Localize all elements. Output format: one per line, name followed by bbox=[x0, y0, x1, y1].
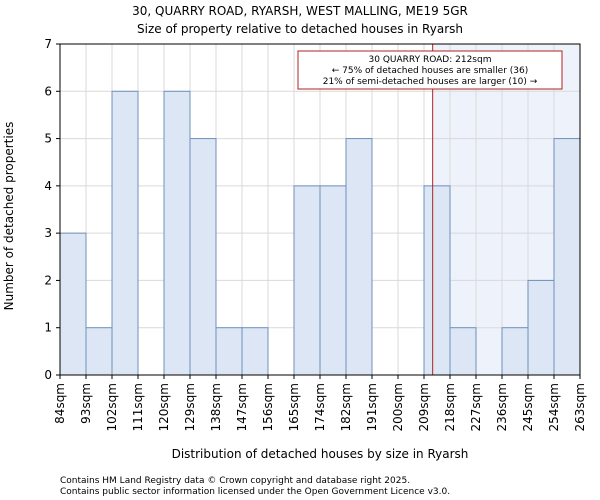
x-tick-label: 191sqm bbox=[365, 383, 379, 431]
bar-245sqm bbox=[527, 279, 555, 376]
annotation-line-2: ← 75% of detached houses are smaller (36… bbox=[332, 66, 529, 76]
x-tick-label: 138sqm bbox=[209, 383, 223, 431]
x-tick-label: 129sqm bbox=[183, 383, 197, 431]
y-tick-label: 7 bbox=[44, 37, 52, 51]
chart-subtitle: Size of property relative to detached ho… bbox=[137, 22, 463, 36]
x-tick-label: 236sqm bbox=[495, 383, 509, 431]
x-tick-label: 156sqm bbox=[261, 383, 275, 431]
bar-84sqm bbox=[59, 232, 87, 376]
x-axis-ticks: 84sqm 93sqm 102sqm 111sqm 120sqm 129sqm 138sqm… bbox=[53, 375, 587, 431]
y-tick-label: 3 bbox=[44, 226, 52, 240]
x-tick-label: 174sqm bbox=[313, 383, 327, 431]
y-tick-label: 1 bbox=[44, 321, 52, 335]
y-tick-label: 4 bbox=[44, 179, 52, 193]
annotation-line-3: 21% of semi-detached houses are larger (… bbox=[323, 77, 538, 87]
x-tick-label: 245sqm bbox=[521, 383, 535, 431]
plot-area: 0 1 2 3 4 5 6 7 84sqm 93sqm 102sqm 111sqm 120sqm 129… bbox=[44, 37, 587, 431]
bar-254sqm bbox=[553, 138, 581, 376]
bar-102sqm bbox=[111, 90, 139, 376]
bar-93sqm bbox=[85, 327, 113, 376]
y-tick-label: 2 bbox=[44, 273, 52, 287]
x-tick-label: 218sqm bbox=[443, 383, 457, 431]
x-tick-label: 165sqm bbox=[287, 383, 301, 431]
x-tick-label: 254sqm bbox=[547, 383, 561, 431]
bar-120sqm bbox=[163, 90, 191, 376]
bar-182sqm bbox=[345, 138, 373, 376]
x-tick-label: 227sqm bbox=[469, 383, 483, 431]
footer-line-1: Contains HM Land Registry data © Crown c… bbox=[60, 476, 410, 486]
y-axis-ticks: 0 1 2 3 4 5 6 7 bbox=[44, 37, 60, 382]
bar-209sqm bbox=[423, 185, 451, 376]
footer: Contains HM Land Registry data © Crown c… bbox=[60, 476, 450, 497]
bars bbox=[59, 90, 581, 376]
x-tick-label: 102sqm bbox=[105, 383, 119, 431]
x-tick-label: 147sqm bbox=[235, 383, 249, 431]
x-tick-label: 111sqm bbox=[131, 383, 145, 431]
x-tick-label: 200sqm bbox=[391, 383, 405, 431]
x-tick-label: 209sqm bbox=[417, 383, 431, 431]
y-axis-label: Number of detached properties bbox=[2, 122, 16, 311]
bar-165sqm bbox=[293, 185, 321, 376]
x-tick-label: 182sqm bbox=[339, 383, 353, 431]
annotation-frame bbox=[297, 50, 563, 90]
bar-218sqm bbox=[449, 327, 477, 376]
y-tick-label: 0 bbox=[44, 368, 52, 382]
x-tick-label: 84sqm bbox=[53, 383, 67, 424]
bar-236sqm bbox=[501, 327, 529, 376]
y-tick-label: 6 bbox=[44, 84, 52, 98]
x-tick-label: 120sqm bbox=[157, 383, 171, 431]
x-axis-label: Distribution of detached houses by size … bbox=[172, 447, 469, 461]
y-tick-label: 5 bbox=[44, 132, 52, 146]
annotation-box: 30 QUARRY ROAD: 212sqm ← 75% of detached… bbox=[297, 50, 563, 90]
bar-147sqm bbox=[241, 327, 269, 376]
bar-174sqm bbox=[319, 185, 347, 376]
bar-129sqm bbox=[189, 138, 217, 376]
x-tick-label: 263sqm bbox=[573, 383, 587, 431]
chart-titles: 30, QUARRY ROAD, RYARSH, WEST MALLING, M… bbox=[132, 4, 468, 36]
chart-title: 30, QUARRY ROAD, RYARSH, WEST MALLING, M… bbox=[132, 4, 468, 18]
annotation-line-1: 30 QUARRY ROAD: 212sqm bbox=[369, 55, 492, 65]
footer-line-2: Contains public sector information licen… bbox=[60, 487, 450, 497]
x-tick-label: 93sqm bbox=[79, 383, 93, 424]
bar-138sqm bbox=[215, 327, 243, 376]
